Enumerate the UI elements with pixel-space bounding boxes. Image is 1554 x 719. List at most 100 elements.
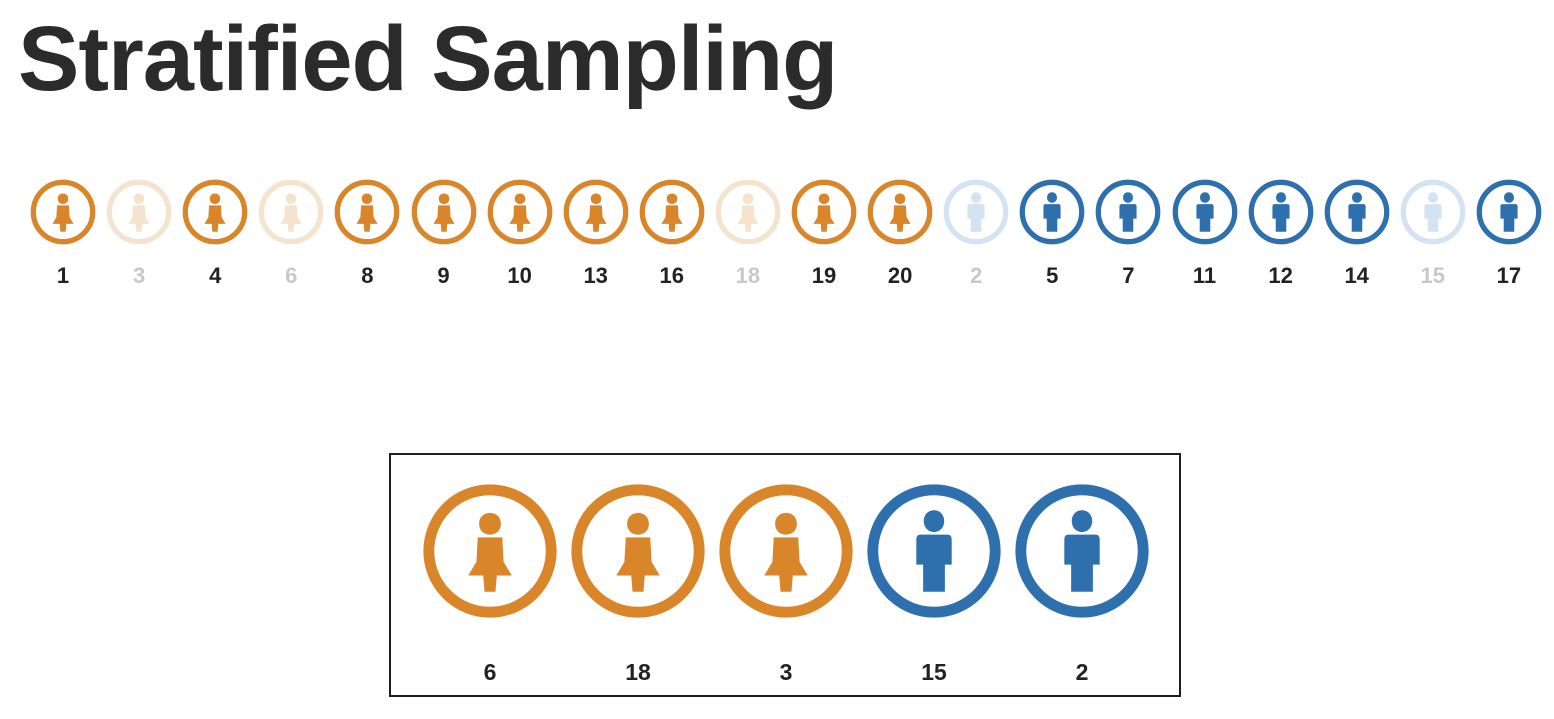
female-figure: [764, 512, 808, 592]
male-person-icon: [943, 179, 1009, 245]
sample-number: 3: [779, 659, 793, 685]
member-number: 1: [56, 263, 70, 288]
member-number: 8: [361, 263, 374, 288]
population-member-1: 1: [25, 179, 101, 289]
ring-circle: [639, 179, 705, 245]
ring-circle: [1172, 179, 1237, 245]
ring-circle: [411, 179, 476, 245]
ring-circle: [258, 179, 324, 245]
member-number: 13: [583, 263, 608, 288]
member-number: 12: [1268, 263, 1293, 288]
male-figure: [1119, 192, 1137, 232]
male-person-icon: [1172, 179, 1237, 245]
ring-circle: [563, 179, 629, 245]
population-member-20: 20: [862, 179, 938, 289]
sample-member-3: 3: [716, 483, 856, 693]
female-person-icon: [411, 179, 476, 245]
female-person-icon: [423, 484, 557, 618]
male-person-icon: [1248, 179, 1313, 245]
member-number: 2: [970, 263, 983, 288]
female-figure: [661, 193, 683, 232]
female-person-icon: [335, 179, 400, 245]
ring-circle: [30, 179, 96, 245]
female-person-icon: [639, 179, 705, 245]
population-member-12: 12: [1243, 179, 1319, 289]
population-member-14: 14: [1319, 179, 1395, 289]
member-number: 16: [659, 263, 685, 288]
female-figure: [616, 512, 660, 592]
female-person-icon: [867, 179, 933, 245]
population-member-6: 6: [253, 179, 329, 289]
sample-number: 15: [921, 659, 947, 685]
male-figure: [1272, 192, 1290, 232]
ring-circle: [106, 179, 172, 245]
ring-circle: [1324, 179, 1390, 245]
population-member-15: 15: [1395, 179, 1471, 289]
female-person-icon: [487, 179, 552, 245]
female-figure: [813, 193, 835, 232]
member-number: 18: [735, 263, 761, 288]
female-person-icon: [182, 179, 248, 245]
male-figure: [1043, 192, 1061, 232]
population-member-7: 7: [1090, 179, 1166, 289]
female-person-icon: [571, 484, 705, 618]
female-person-icon: [791, 179, 857, 245]
male-figure: [1500, 192, 1518, 232]
ring-circle: [719, 484, 853, 618]
male-person-icon: [1476, 179, 1542, 245]
member-number: 17: [1496, 263, 1522, 288]
female-figure: [737, 193, 759, 232]
ring-circle: [1096, 179, 1161, 245]
male-figure: [1424, 192, 1442, 232]
member-number: 15: [1420, 263, 1446, 288]
female-person-icon: [719, 484, 853, 618]
population-member-3: 3: [101, 179, 177, 289]
member-number: 9: [437, 263, 450, 288]
member-number: 19: [811, 263, 837, 288]
ring-circle: [571, 484, 705, 618]
member-number: 3: [132, 263, 146, 288]
ring-circle: [423, 484, 557, 618]
population-member-10: 10: [482, 179, 558, 289]
female-figure: [280, 193, 302, 232]
female-figure: [889, 193, 911, 232]
female-person-icon: [715, 179, 781, 245]
ring-circle: [182, 179, 248, 245]
male-figure: [967, 192, 985, 232]
page-title: Stratified Sampling: [18, 8, 838, 110]
member-number: 4: [209, 263, 222, 288]
female-figure: [585, 193, 607, 232]
female-person-icon: [30, 179, 96, 245]
population-member-5: 5: [1014, 179, 1090, 289]
sample-member-2: 2: [1012, 483, 1152, 693]
sample-member-15: 15: [864, 483, 1004, 693]
population-member-19: 19: [786, 179, 862, 289]
ring-circle: [867, 179, 933, 245]
male-figure: [1348, 192, 1366, 232]
ring-circle: [1248, 179, 1313, 245]
male-person-icon: [1324, 179, 1390, 245]
member-number: 6: [285, 263, 298, 288]
ring-circle: [335, 179, 400, 245]
member-number: 5: [1046, 263, 1059, 288]
population-member-18: 18: [710, 179, 786, 289]
female-person-icon: [106, 179, 172, 245]
female-figure: [509, 193, 531, 232]
sample-number: 2: [1075, 659, 1089, 685]
ring-circle: [1476, 179, 1542, 245]
sample-member-6: 6: [420, 483, 560, 693]
female-person-icon: [258, 179, 324, 245]
population-member-8: 8: [329, 179, 405, 289]
population-member-17: 17: [1471, 179, 1547, 289]
sample-number: 6: [483, 659, 497, 685]
ring-circle: [943, 179, 1009, 245]
member-number: 11: [1192, 263, 1217, 288]
ring-circle: [791, 179, 857, 245]
population-member-2: 2: [938, 179, 1014, 289]
male-person-icon: [1400, 179, 1466, 245]
population-member-16: 16: [634, 179, 710, 289]
member-number: 20: [887, 263, 913, 288]
female-person-icon: [563, 179, 629, 245]
sample-member-18: 18: [568, 483, 708, 693]
